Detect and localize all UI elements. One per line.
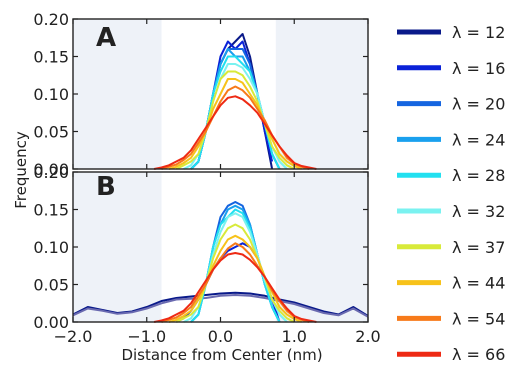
series-line (168, 234, 302, 323)
y-tick-label: 0.00 (33, 160, 69, 179)
series-line (161, 242, 310, 323)
x-tick-label: 0.0 (208, 327, 233, 346)
y-tick-label: 0.20 (33, 10, 69, 29)
series-line (190, 48, 281, 170)
series-line (168, 78, 302, 170)
y-tick-label: 0.15 (33, 48, 69, 67)
series-line (153, 95, 317, 170)
legend-label: λ = 16 (452, 59, 505, 78)
series-line (190, 201, 281, 323)
x-tick-label: −1.0 (127, 327, 166, 346)
legend: λ = 12 λ = 16 λ = 20 λ = 24 λ = 28 λ = 32 λ = … (397, 23, 505, 364)
x-tick-label: 2.0 (355, 327, 380, 346)
y-tick-label: 0.00 (33, 313, 69, 332)
legend-label: λ = 37 (452, 238, 505, 257)
series-line (190, 208, 281, 323)
legend-label: λ = 44 (452, 274, 505, 293)
y-axis-label: Frequency (12, 131, 30, 209)
series-line (153, 252, 317, 323)
series-line (190, 55, 281, 170)
legend-label: λ = 28 (452, 166, 505, 185)
legend-label: λ = 12 (452, 23, 505, 42)
x-tick-label: 1.0 (282, 327, 307, 346)
legend-label: λ = 32 (452, 202, 505, 221)
panel-letter-a: A (96, 23, 116, 53)
shaded-region (275, 172, 368, 322)
y-tick-label: 0.10 (33, 238, 69, 257)
panel-a: 0.00 0.05 0.10 0.15 0.20 (33, 10, 369, 179)
series-line (72, 294, 369, 318)
y-tick-label: 0.05 (33, 276, 69, 295)
series-line (190, 48, 281, 170)
series-line (190, 204, 281, 323)
panel-letter-b: B (96, 172, 116, 202)
series-line (175, 223, 295, 323)
series-line (175, 70, 295, 170)
shaded-region (73, 172, 162, 322)
shaded-region (73, 19, 162, 169)
y-tick-label: 0.20 (33, 163, 69, 182)
legend-label: λ = 54 (452, 309, 505, 328)
y-tick-label: 0.10 (33, 85, 69, 104)
legend-label: λ = 66 (452, 345, 505, 364)
x-tick-label: −2.0 (54, 327, 93, 346)
y-tick-label: 0.05 (33, 123, 69, 142)
shaded-region (275, 19, 368, 169)
x-axis-label: Distance from Center (nm) (121, 346, 322, 364)
panel-b: 0.00 0.05 0.10 0.15 0.20 −2.0 −1.0 0.0 1.0 2.0 (33, 163, 380, 346)
y-tick-label: 0.15 (33, 201, 69, 220)
legend-label: λ = 20 (452, 95, 505, 114)
legend-label: λ = 24 (452, 130, 505, 149)
